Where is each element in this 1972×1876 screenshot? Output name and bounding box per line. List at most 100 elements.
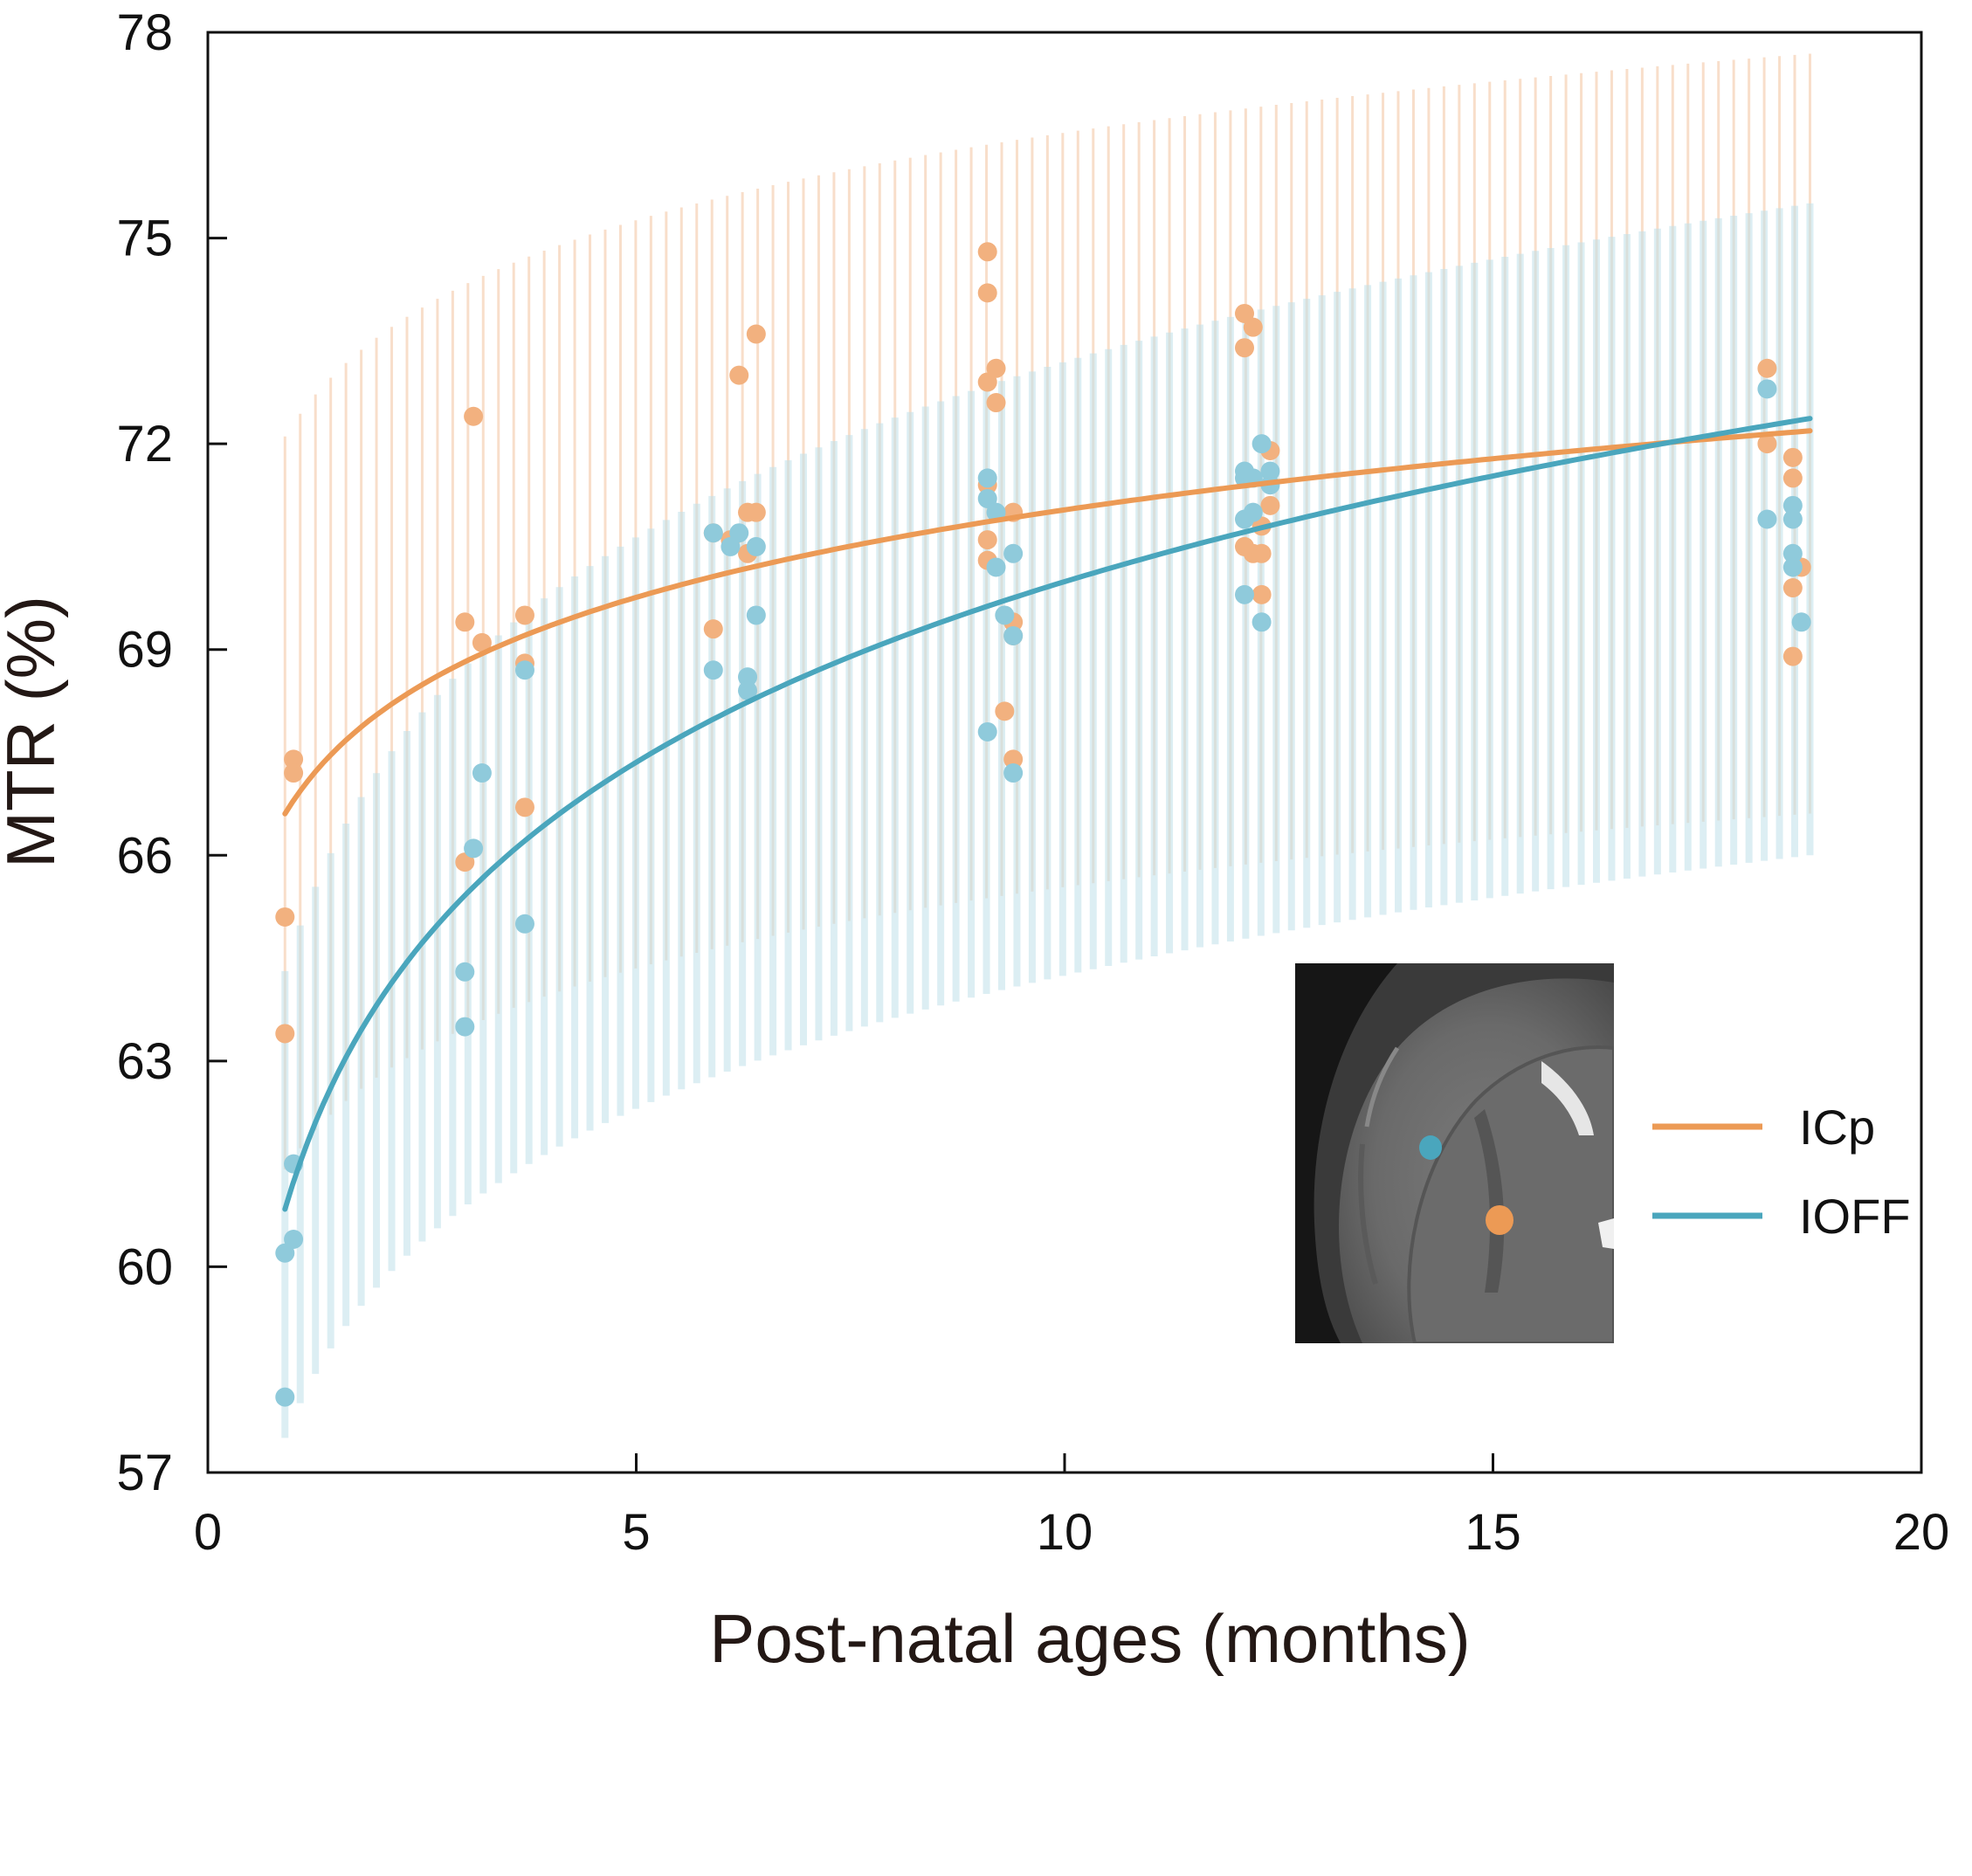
ioff-point: [1003, 626, 1024, 646]
icp-point: [977, 283, 997, 303]
icp-roi-marker: [1486, 1205, 1513, 1235]
legend-icp-label: ICp: [1799, 1100, 1875, 1155]
y-tick-label: 57: [116, 1445, 173, 1501]
ioff-point: [1003, 763, 1024, 783]
ioff-point: [977, 721, 997, 741]
ioff-point: [514, 914, 534, 934]
ioff-point: [1791, 612, 1811, 632]
ioff-roi-marker: [1419, 1135, 1442, 1160]
icp-point: [1251, 543, 1272, 563]
ioff-point: [464, 838, 484, 859]
ioff-point: [738, 667, 758, 687]
icp-point: [464, 406, 484, 426]
y-axis-title: MTR (%): [0, 596, 69, 868]
icp-point: [977, 242, 997, 262]
x-tick-label: 5: [622, 1504, 650, 1561]
ioff-point: [1243, 502, 1263, 522]
ioff-point: [746, 605, 766, 625]
icp-point: [514, 797, 534, 817]
ioff-point: [1782, 543, 1803, 563]
icp-point: [1243, 317, 1263, 337]
ioff-point: [1251, 434, 1272, 454]
icp-point: [1235, 303, 1255, 323]
y-tick-label: 69: [116, 622, 173, 679]
ioff-point: [986, 557, 1006, 577]
icp-point: [995, 701, 1015, 721]
icp-point: [1782, 578, 1803, 598]
ioff-point: [455, 962, 475, 982]
y-tick-label: 78: [116, 4, 173, 61]
icp-point: [977, 530, 997, 550]
ioff-point: [1782, 509, 1803, 529]
icp-point: [275, 1024, 295, 1044]
icp-point: [746, 502, 766, 522]
x-tick-label: 10: [1037, 1504, 1093, 1561]
ioff-point: [1757, 509, 1777, 529]
ioff-point: [977, 468, 997, 488]
icp-point: [1782, 468, 1803, 488]
ioff-point: [1782, 557, 1803, 577]
x-axis-ticks: 0 5 10 15 20: [194, 1453, 1949, 1561]
y-tick-label: 75: [116, 210, 173, 267]
ioff-point: [284, 1230, 304, 1250]
icp-point: [1003, 749, 1024, 769]
icp-point: [1260, 495, 1280, 515]
ioff-fit-line: [282, 416, 1813, 1212]
ioff-point: [977, 488, 997, 508]
ioff-point: [738, 680, 758, 700]
icp-point: [284, 749, 304, 769]
ioff-point: [721, 536, 741, 556]
ioff-point: [275, 1387, 295, 1407]
ioff-point: [1251, 612, 1272, 632]
icp-point: [986, 358, 1006, 378]
ioff-point: [995, 605, 1015, 625]
icp-point: [455, 612, 475, 632]
ioff-point: [514, 660, 534, 680]
ioff-point: [1757, 379, 1777, 399]
icp-point: [455, 852, 475, 872]
icp-point: [275, 907, 295, 927]
icp-point: [746, 324, 766, 344]
x-tick-label: 20: [1893, 1504, 1950, 1561]
ioff-point: [275, 1243, 295, 1263]
icp-fit-line: [282, 428, 1813, 817]
icp-point: [1757, 434, 1777, 454]
ioff-point: [1260, 461, 1280, 481]
ioff-point: [746, 536, 766, 556]
icp-point: [284, 763, 304, 783]
icp-point: [1782, 447, 1803, 467]
mri-inset: [1295, 963, 1614, 1343]
ioff-point: [729, 523, 749, 543]
ioff-point: [703, 523, 723, 543]
ioff-point: [455, 1017, 475, 1037]
y-tick-label: 60: [116, 1238, 173, 1295]
x-tick-label: 15: [1465, 1504, 1521, 1561]
ioff-point: [1235, 584, 1255, 604]
icp-point: [977, 372, 997, 392]
x-axis-title: Post-natal ages (months): [709, 1600, 1470, 1677]
x-tick-label: 0: [194, 1504, 222, 1561]
ioff-point: [1782, 495, 1803, 515]
icp-point: [1235, 338, 1255, 358]
icp-point: [1251, 584, 1272, 604]
ioff-point: [703, 660, 723, 680]
icp-point: [703, 619, 723, 639]
ioff-point: [1003, 543, 1024, 563]
y-tick-label: 63: [116, 1033, 173, 1090]
icp-point: [514, 605, 534, 625]
icp-point: [729, 365, 749, 385]
y-tick-label: 66: [116, 827, 173, 884]
fit-curves: [282, 416, 1813, 1212]
y-tick-label: 72: [116, 416, 173, 472]
icp-point: [1757, 358, 1777, 378]
icp-point: [1782, 646, 1803, 666]
data-points: [275, 242, 1811, 1407]
confidence-bands: [281, 53, 1814, 1438]
legend-ioff-label: IOFF: [1799, 1189, 1911, 1244]
y-axis-ticks: 57 60 63 66 69 72 75 78: [116, 4, 227, 1501]
icp-point: [472, 632, 492, 652]
ioff-point: [472, 763, 492, 783]
icp-point: [986, 393, 1006, 413]
legend: ICp IOFF: [1652, 1100, 1911, 1244]
